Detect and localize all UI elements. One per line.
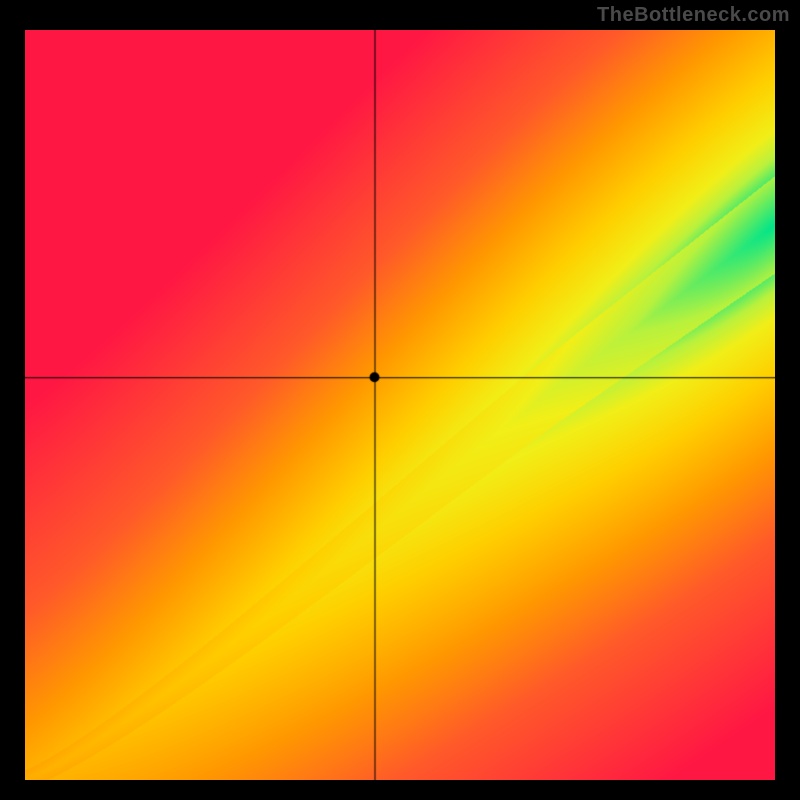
- heatmap-plot: [25, 30, 775, 780]
- heatmap-canvas: [25, 30, 775, 780]
- watermark-text: TheBottleneck.com: [597, 4, 790, 27]
- chart-container: TheBottleneck.com: [0, 0, 800, 800]
